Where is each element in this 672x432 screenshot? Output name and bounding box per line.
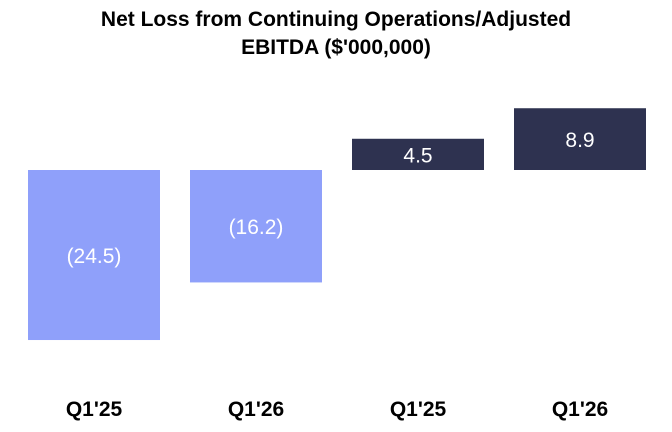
bar-value-label-1: (24.5) — [67, 245, 122, 268]
bar-value-label-3: 4.5 — [403, 144, 432, 167]
chart-title-line-2: EBITDA ($'000,000) — [241, 36, 431, 59]
category-label-2: Q1'26 — [228, 398, 284, 421]
bar-3 — [352, 138, 484, 170]
bar-value-label-4: 8.9 — [565, 129, 594, 152]
chart-title: Net Loss from Continuing Operations/Adju… — [0, 6, 672, 62]
bar-value-label-2: (16.2) — [229, 216, 284, 239]
bar-4 — [514, 108, 646, 170]
category-label-4: Q1'26 — [552, 398, 608, 421]
category-label-1: Q1'25 — [66, 398, 123, 421]
bar-1 — [28, 170, 160, 341]
category-label-3: Q1'25 — [390, 398, 447, 421]
chart-title-line-1: Net Loss from Continuing Operations/Adju… — [100, 8, 572, 31]
bar-2 — [190, 170, 322, 283]
